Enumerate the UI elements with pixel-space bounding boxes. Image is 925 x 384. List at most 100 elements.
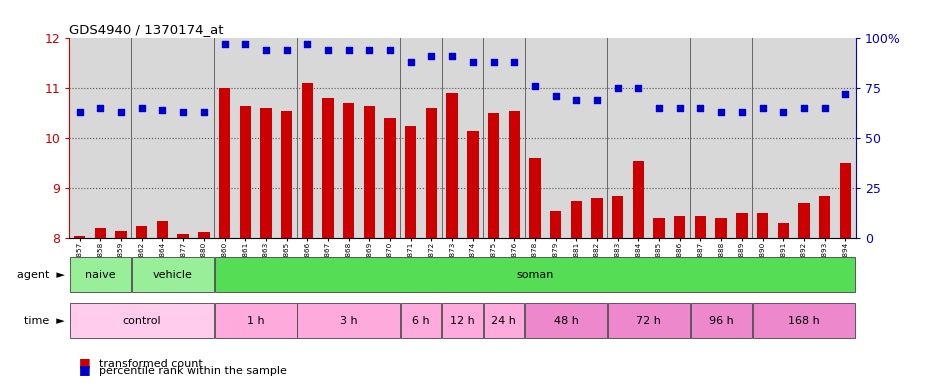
- Bar: [215, 303, 297, 338]
- Bar: [281, 111, 292, 238]
- Bar: [778, 223, 789, 238]
- Point: [651, 105, 666, 111]
- Bar: [633, 161, 644, 238]
- Bar: [364, 106, 375, 238]
- Bar: [94, 228, 106, 238]
- Point: [838, 91, 853, 98]
- Point: [589, 97, 604, 103]
- Point: [610, 85, 625, 91]
- Point: [114, 109, 129, 115]
- Point: [796, 105, 811, 111]
- Point: [383, 47, 398, 53]
- Bar: [591, 198, 603, 238]
- Point: [176, 109, 191, 115]
- Bar: [74, 235, 85, 238]
- Point: [507, 59, 522, 65]
- Point: [693, 105, 708, 111]
- Text: naive: naive: [85, 270, 116, 280]
- Bar: [69, 257, 131, 292]
- Bar: [260, 108, 272, 238]
- Point: [93, 105, 108, 111]
- Point: [714, 109, 729, 115]
- Bar: [571, 200, 582, 238]
- Bar: [240, 106, 251, 238]
- Bar: [529, 158, 540, 238]
- Bar: [612, 196, 623, 238]
- Bar: [405, 126, 416, 238]
- Text: 72 h: 72 h: [636, 316, 661, 326]
- Text: GDS4940 / 1370174_at: GDS4940 / 1370174_at: [69, 23, 224, 36]
- Text: 3 h: 3 h: [339, 316, 358, 326]
- Point: [362, 47, 376, 53]
- Text: 96 h: 96 h: [709, 316, 734, 326]
- Bar: [426, 108, 438, 238]
- Bar: [509, 111, 520, 238]
- Bar: [608, 303, 690, 338]
- Bar: [385, 118, 396, 238]
- Bar: [484, 303, 524, 338]
- Text: time  ►: time ►: [24, 316, 65, 326]
- Bar: [653, 218, 665, 238]
- Point: [321, 47, 336, 53]
- Point: [817, 105, 832, 111]
- Bar: [525, 303, 607, 338]
- Text: transformed count: transformed count: [99, 359, 203, 369]
- Point: [445, 53, 460, 60]
- Point: [465, 59, 480, 65]
- Bar: [840, 163, 851, 238]
- Text: ■: ■: [79, 363, 94, 376]
- Point: [527, 83, 542, 89]
- Text: ■: ■: [79, 356, 94, 369]
- Text: 6 h: 6 h: [413, 316, 430, 326]
- Text: 24 h: 24 h: [491, 316, 516, 326]
- Text: 48 h: 48 h: [553, 316, 578, 326]
- Point: [631, 85, 646, 91]
- Point: [279, 47, 294, 53]
- Point: [672, 105, 687, 111]
- Point: [238, 41, 253, 48]
- Text: agent  ►: agent ►: [17, 270, 65, 280]
- Bar: [198, 232, 210, 238]
- Bar: [442, 303, 483, 338]
- Text: 168 h: 168 h: [788, 316, 820, 326]
- Bar: [297, 303, 400, 338]
- Point: [72, 109, 87, 115]
- Bar: [550, 210, 561, 238]
- Bar: [447, 93, 458, 238]
- Text: percentile rank within the sample: percentile rank within the sample: [99, 366, 287, 376]
- Text: vehicle: vehicle: [153, 270, 192, 280]
- Bar: [178, 234, 189, 238]
- Point: [569, 97, 584, 103]
- Bar: [798, 203, 809, 238]
- Bar: [695, 216, 706, 238]
- Point: [755, 105, 770, 111]
- Bar: [215, 257, 856, 292]
- Bar: [343, 103, 354, 238]
- Bar: [116, 230, 127, 238]
- Point: [196, 109, 211, 115]
- Bar: [467, 131, 478, 238]
- Text: soman: soman: [516, 270, 553, 280]
- Text: control: control: [122, 316, 161, 326]
- Bar: [322, 98, 334, 238]
- Bar: [753, 303, 856, 338]
- Bar: [157, 220, 168, 238]
- Point: [155, 107, 170, 113]
- Point: [403, 59, 418, 65]
- Point: [217, 41, 232, 48]
- Point: [341, 47, 356, 53]
- Bar: [819, 196, 831, 238]
- Bar: [690, 303, 752, 338]
- Bar: [715, 218, 727, 238]
- Bar: [136, 226, 147, 238]
- Point: [258, 47, 274, 53]
- Bar: [736, 213, 747, 238]
- Bar: [757, 213, 768, 238]
- Text: 12 h: 12 h: [450, 316, 475, 326]
- Bar: [302, 83, 313, 238]
- Point: [487, 59, 501, 65]
- Point: [734, 109, 749, 115]
- Text: 1 h: 1 h: [247, 316, 265, 326]
- Bar: [401, 303, 441, 338]
- Bar: [219, 88, 230, 238]
